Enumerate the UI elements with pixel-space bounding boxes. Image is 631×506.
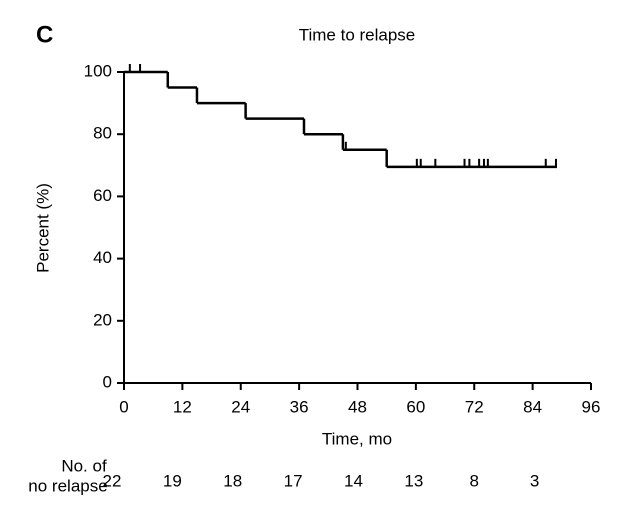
risk-value: 19 <box>163 471 182 490</box>
risk-value: 3 <box>530 471 539 490</box>
risk-value: 18 <box>223 471 242 490</box>
y-tick-label: 20 <box>93 310 112 329</box>
risk-value: 22 <box>103 471 122 490</box>
x-tick-label: 72 <box>465 397 484 416</box>
risk-label: no relapse <box>28 476 107 495</box>
y-tick-label: 0 <box>103 372 112 391</box>
x-tick-label: 24 <box>231 397 250 416</box>
x-tick-label: 48 <box>348 397 367 416</box>
x-tick-label: 84 <box>523 397 542 416</box>
y-axis-label: Percent (%) <box>33 183 52 273</box>
y-tick-label: 80 <box>93 124 112 143</box>
chart-title: Time to relapse <box>299 25 416 44</box>
x-tick-label: 60 <box>406 397 425 416</box>
y-tick-label: 100 <box>84 61 112 80</box>
risk-value: 13 <box>404 471 423 490</box>
risk-label: No. of <box>61 456 107 475</box>
panel-label: C <box>36 21 53 48</box>
y-tick-label: 40 <box>93 248 112 267</box>
x-tick-label: 12 <box>173 397 192 416</box>
risk-value: 8 <box>470 471 479 490</box>
risk-value: 17 <box>284 471 303 490</box>
x-tick-label: 0 <box>119 397 128 416</box>
y-tick-label: 60 <box>93 186 112 205</box>
risk-value: 14 <box>344 471 363 490</box>
x-axis-label: Time, mo <box>322 429 392 448</box>
x-tick-label: 96 <box>582 397 601 416</box>
x-tick-label: 36 <box>290 397 309 416</box>
